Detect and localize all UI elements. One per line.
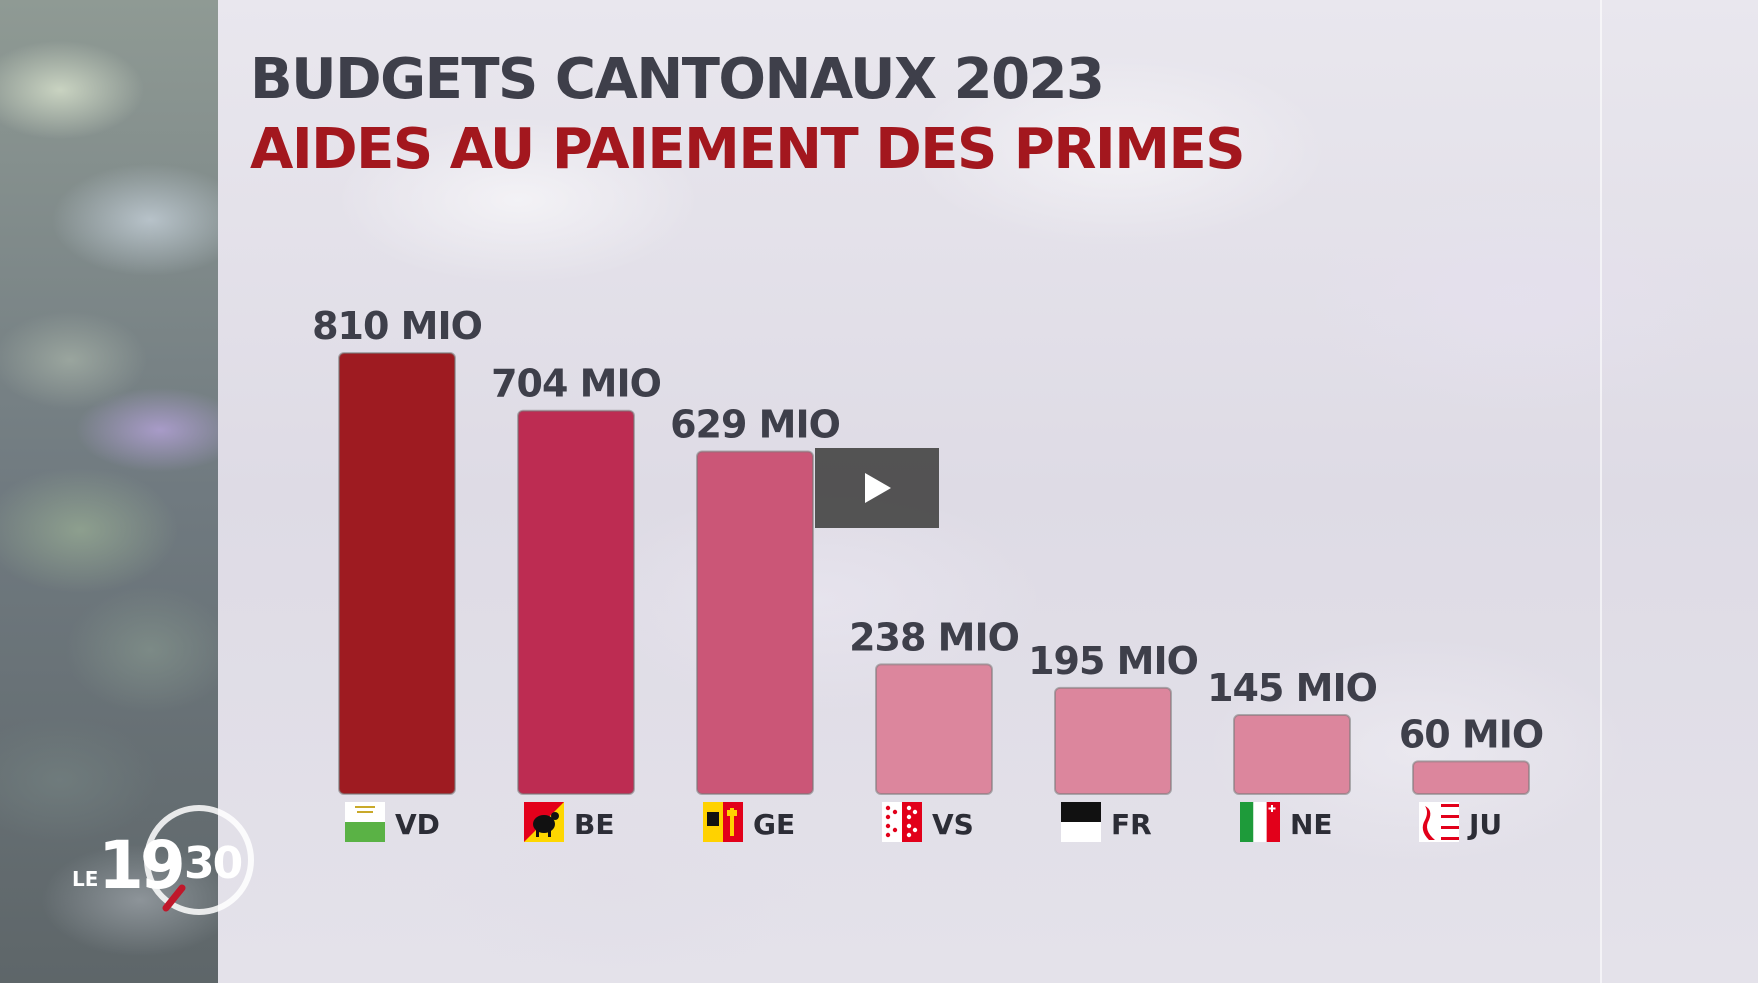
bar-ne <box>1233 714 1351 795</box>
logo-minutes: 30 <box>184 838 242 889</box>
vaud-flag-icon <box>345 802 385 842</box>
bar-be <box>517 409 635 795</box>
category-labels: VD BE GE VS FR NE JU <box>345 802 1502 842</box>
category-label-ne: NE <box>1290 808 1333 841</box>
bars <box>338 352 1530 796</box>
category-label-vd: VD <box>395 808 440 841</box>
bar-ju <box>1412 760 1530 795</box>
logo-hour: 19 <box>98 827 182 904</box>
play-button[interactable] <box>815 448 939 528</box>
value-label-fr: 195 MIO <box>1028 639 1198 683</box>
value-label-ne: 145 MIO <box>1207 666 1377 710</box>
value-label-ge: 629 MIO <box>670 403 840 447</box>
chart-subtitle: AIDES AU PAIEMENT DES PRIMES <box>250 117 1246 182</box>
chart-background <box>218 0 1758 983</box>
category-label-be: BE <box>574 808 614 841</box>
play-icon <box>865 473 891 503</box>
banknotes-photo-background <box>0 0 218 983</box>
bar-ge <box>696 450 814 795</box>
logo-prefix: LE <box>72 867 98 891</box>
frame-divider <box>1600 0 1602 983</box>
le-19h30-logo: LE 19 30 <box>72 805 254 915</box>
bar-vs <box>875 663 993 796</box>
value-label-ju: 60 MIO <box>1399 712 1543 756</box>
chart-title: BUDGETS CANTONAUX 2023 <box>250 47 1105 112</box>
category-label-ju: JU <box>1467 808 1502 841</box>
geneva-flag-icon <box>703 802 743 842</box>
value-label-be: 704 MIO <box>491 362 661 406</box>
fribourg-flag-icon <box>1061 802 1101 842</box>
neuchatel-flag-icon <box>1240 802 1280 842</box>
category-label-fr: FR <box>1111 808 1152 841</box>
bar-fr <box>1054 686 1172 795</box>
category-label-vs: VS <box>932 808 974 841</box>
jura-flag-icon <box>1419 802 1459 842</box>
bern-flag-icon <box>524 802 564 842</box>
bar-vd <box>338 352 456 795</box>
category-label-ge: GE <box>753 808 795 841</box>
value-label-vs: 238 MIO <box>849 615 1019 659</box>
valais-flag-icon <box>882 802 922 842</box>
value-label-vd: 810 MIO <box>312 304 482 348</box>
